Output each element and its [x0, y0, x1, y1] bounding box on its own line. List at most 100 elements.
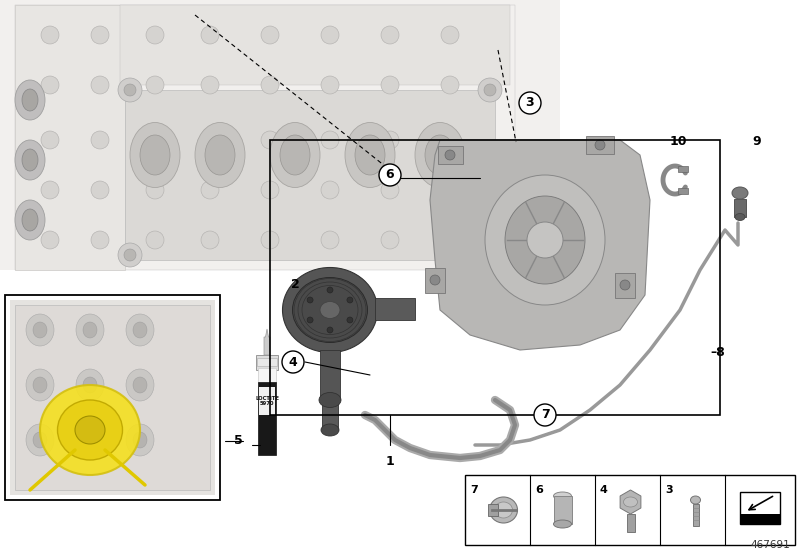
Ellipse shape — [26, 424, 54, 456]
Circle shape — [146, 131, 164, 149]
Ellipse shape — [22, 209, 38, 231]
Ellipse shape — [280, 135, 310, 175]
Ellipse shape — [130, 123, 180, 188]
Circle shape — [347, 297, 353, 303]
Circle shape — [381, 26, 399, 44]
Circle shape — [321, 231, 339, 249]
Circle shape — [261, 231, 279, 249]
Circle shape — [321, 181, 339, 199]
Circle shape — [41, 26, 59, 44]
Circle shape — [484, 249, 496, 261]
Text: 4: 4 — [600, 485, 608, 495]
Circle shape — [307, 317, 313, 323]
FancyArrow shape — [264, 329, 270, 355]
Ellipse shape — [133, 432, 147, 448]
Circle shape — [201, 26, 219, 44]
Circle shape — [519, 92, 541, 114]
Circle shape — [201, 131, 219, 149]
Circle shape — [321, 131, 339, 149]
Ellipse shape — [33, 322, 47, 338]
Ellipse shape — [15, 80, 45, 120]
Circle shape — [441, 231, 459, 249]
Bar — [259, 387, 275, 415]
Circle shape — [595, 140, 605, 150]
Circle shape — [307, 297, 313, 303]
Circle shape — [484, 84, 496, 96]
Circle shape — [478, 243, 502, 267]
Circle shape — [118, 78, 142, 102]
Ellipse shape — [690, 496, 701, 504]
Ellipse shape — [505, 196, 585, 284]
Bar — [258, 368, 276, 383]
Ellipse shape — [490, 497, 518, 523]
Ellipse shape — [40, 385, 140, 475]
Circle shape — [261, 131, 279, 149]
Circle shape — [527, 222, 563, 258]
Bar — [270, 140, 720, 415]
Bar — [465, 475, 795, 545]
Ellipse shape — [58, 400, 122, 460]
Text: 6: 6 — [386, 169, 394, 181]
Circle shape — [91, 131, 109, 149]
Bar — [554, 496, 571, 524]
Circle shape — [381, 231, 399, 249]
Bar — [734, 199, 746, 217]
Circle shape — [41, 231, 59, 249]
Bar — [125, 90, 495, 260]
Ellipse shape — [320, 301, 340, 319]
Circle shape — [146, 26, 164, 44]
Text: 1: 1 — [386, 455, 394, 468]
Ellipse shape — [554, 520, 571, 528]
Bar — [10, 300, 215, 495]
Ellipse shape — [15, 140, 45, 180]
Ellipse shape — [133, 322, 147, 338]
Bar — [5, 295, 220, 500]
Ellipse shape — [485, 175, 605, 305]
Bar — [693, 504, 698, 526]
Circle shape — [321, 26, 339, 44]
Text: 467691: 467691 — [750, 540, 790, 550]
Ellipse shape — [133, 377, 147, 393]
Text: 4: 4 — [289, 356, 298, 368]
Ellipse shape — [22, 149, 38, 171]
Circle shape — [91, 231, 109, 249]
Bar — [740, 492, 780, 524]
Bar — [375, 298, 415, 320]
Circle shape — [91, 76, 109, 94]
Bar — [586, 136, 614, 154]
Circle shape — [41, 181, 59, 199]
Ellipse shape — [83, 377, 97, 393]
Circle shape — [146, 231, 164, 249]
Circle shape — [441, 181, 459, 199]
Text: 3: 3 — [526, 96, 534, 110]
Text: 7: 7 — [541, 408, 550, 422]
Polygon shape — [430, 140, 650, 350]
Circle shape — [347, 317, 353, 323]
Circle shape — [534, 404, 556, 426]
Ellipse shape — [735, 213, 745, 221]
Text: 10: 10 — [670, 135, 686, 148]
Circle shape — [91, 181, 109, 199]
Circle shape — [201, 76, 219, 94]
Text: 2: 2 — [290, 278, 299, 292]
Ellipse shape — [75, 416, 105, 444]
Circle shape — [327, 287, 333, 293]
Text: –8: –8 — [710, 347, 725, 360]
Circle shape — [379, 164, 401, 186]
Ellipse shape — [126, 369, 154, 401]
Bar — [678, 188, 688, 194]
Circle shape — [261, 26, 279, 44]
Text: 5: 5 — [234, 435, 243, 447]
Ellipse shape — [205, 135, 235, 175]
Ellipse shape — [83, 432, 97, 448]
Ellipse shape — [33, 377, 47, 393]
Bar — [258, 382, 276, 455]
Ellipse shape — [554, 492, 571, 500]
Ellipse shape — [415, 123, 465, 188]
Ellipse shape — [355, 135, 385, 175]
Circle shape — [124, 249, 136, 261]
Ellipse shape — [282, 268, 378, 352]
Circle shape — [201, 181, 219, 199]
Bar — [15, 5, 515, 270]
Ellipse shape — [26, 369, 54, 401]
